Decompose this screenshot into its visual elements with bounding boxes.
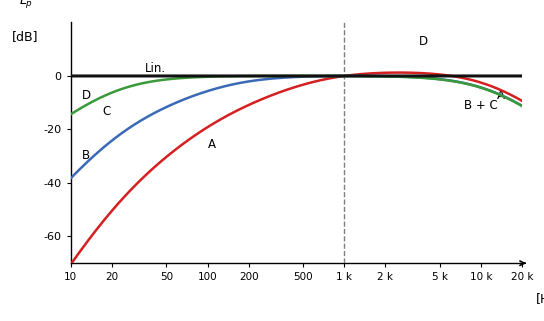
Text: D: D <box>82 89 91 102</box>
Text: [Hz]: [Hz] <box>536 292 544 305</box>
Text: $L_p$: $L_p$ <box>18 0 33 10</box>
Text: A: A <box>207 138 215 151</box>
Text: A: A <box>497 89 505 102</box>
Text: [dB]: [dB] <box>13 30 39 43</box>
Text: Lin.: Lin. <box>145 62 166 75</box>
Text: D: D <box>419 35 428 48</box>
Text: B: B <box>82 149 90 162</box>
Text: B + C: B + C <box>464 100 498 112</box>
Text: C: C <box>102 105 110 118</box>
